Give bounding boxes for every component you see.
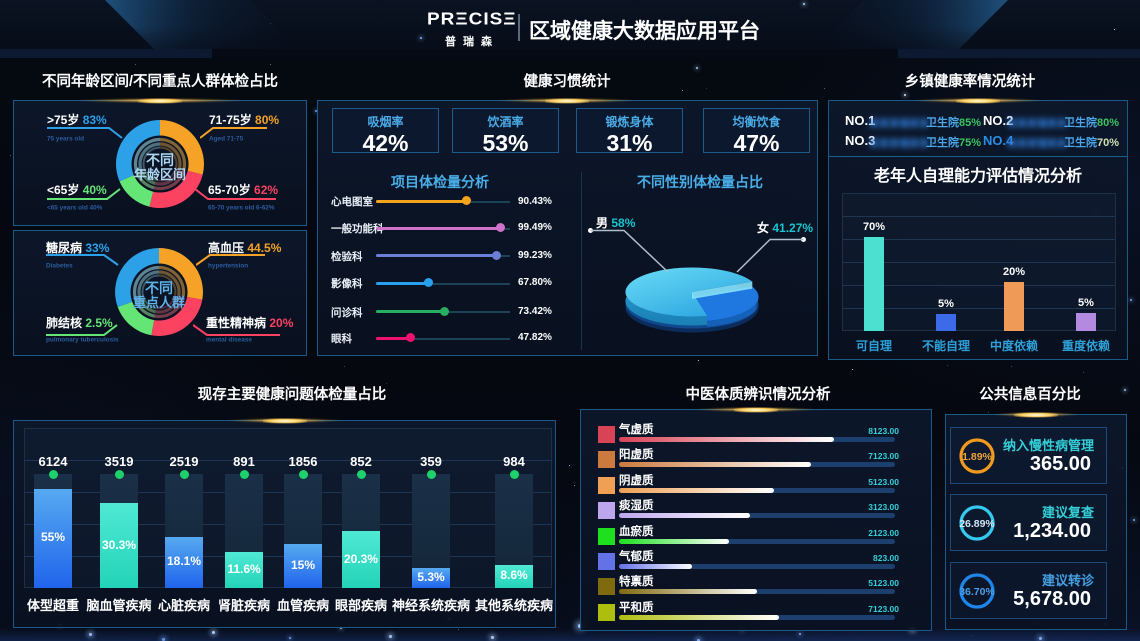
svg-text:年龄区间: 年龄区间 — [134, 167, 186, 182]
svg-text:36.70%: 36.70% — [959, 586, 995, 598]
svg-text:不同: 不同 — [146, 152, 174, 168]
svg-text:26.89%: 26.89% — [959, 518, 995, 530]
svg-text:不同: 不同 — [145, 280, 173, 296]
svg-text:重点人群: 重点人群 — [133, 295, 185, 310]
svg-text:1.89%: 1.89% — [962, 451, 992, 463]
